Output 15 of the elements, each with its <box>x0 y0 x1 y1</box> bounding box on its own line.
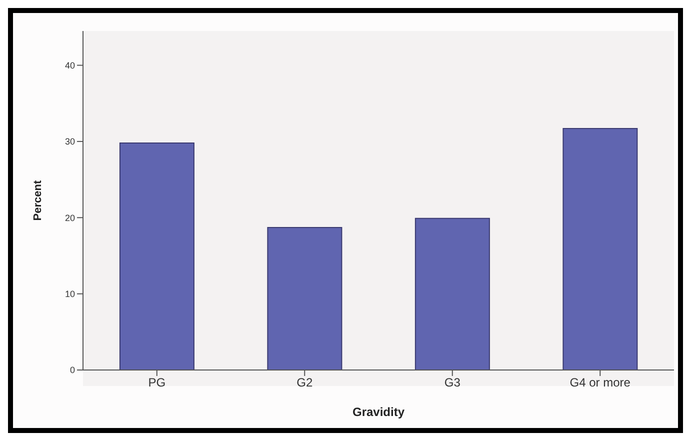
bar <box>267 227 342 370</box>
x-tick-label: G3 <box>444 376 461 390</box>
y-tick-label: 10 <box>64 289 75 300</box>
y-tick-label: 30 <box>64 136 75 147</box>
bar <box>562 128 638 370</box>
x-tick-label: G4 or more <box>570 376 631 390</box>
x-tick-label: G2 <box>296 376 313 390</box>
bar <box>119 142 194 370</box>
bar <box>414 218 490 370</box>
x-axis-title: Gravidity <box>352 405 405 419</box>
y-tick-label: 0 <box>70 365 75 376</box>
y-tick-label: 20 <box>64 212 75 223</box>
x-tick-label: PG <box>148 376 166 390</box>
y-axis-title: Percent <box>32 180 44 221</box>
y-tick-label: 40 <box>64 60 75 70</box>
